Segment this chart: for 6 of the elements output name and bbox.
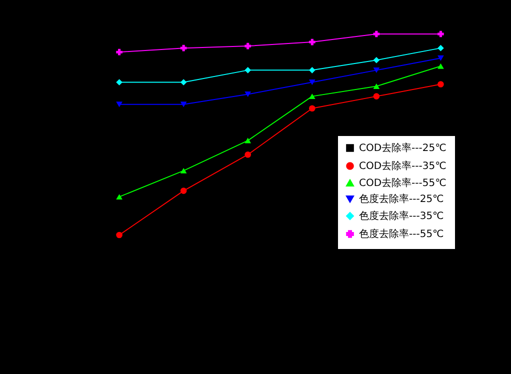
legend-label: COD去除率---25℃ bbox=[359, 142, 446, 154]
legend-label: 色度去除率---25℃ bbox=[359, 193, 444, 205]
legend-label: COD去除率---55℃ bbox=[359, 177, 446, 189]
legend-label: 色度去除率---55℃ bbox=[359, 228, 444, 240]
legend-label: COD去除率---35℃ bbox=[359, 160, 446, 172]
legend-label: 色度去除率---35℃ bbox=[359, 210, 444, 222]
